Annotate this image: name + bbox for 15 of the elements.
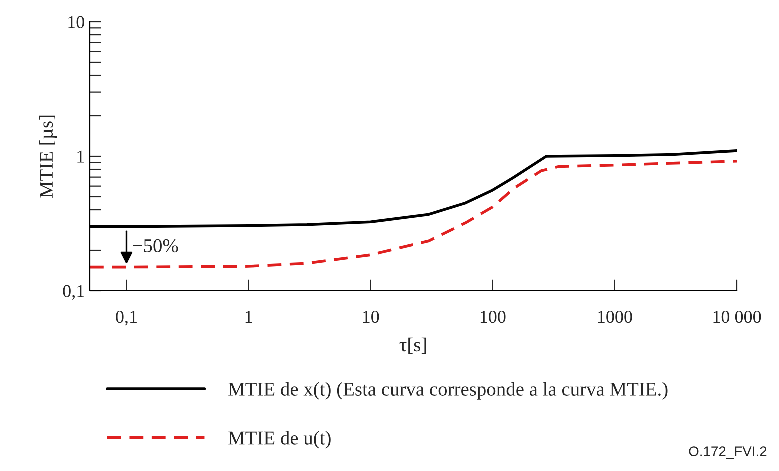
x-tick-label: 10	[363, 310, 380, 324]
y-tick-label: 10	[68, 16, 84, 28]
x-tick-label: 100	[480, 310, 506, 324]
x-tick-label: 1000	[598, 310, 632, 324]
legend-label: MTIE de x(t) (Esta curva corresponde a la curva MTIE.)	[228, 382, 668, 400]
y-tick-label: 1	[78, 150, 84, 163]
annotation: −50%	[133, 239, 178, 253]
x-tick-label: 1	[246, 311, 252, 323]
x-tick-label: 10 000	[714, 310, 762, 324]
text: O.172_FVI.2	[689, 446, 767, 460]
legend-label: MTIE de u(t)	[228, 431, 331, 449]
x-axis-title: τ[s]	[400, 338, 426, 354]
y-tick-label: 0,1	[63, 285, 84, 300]
y-axis-title: MTIE [µs]	[39, 116, 58, 198]
x-tick-label: 0,1	[116, 310, 137, 326]
